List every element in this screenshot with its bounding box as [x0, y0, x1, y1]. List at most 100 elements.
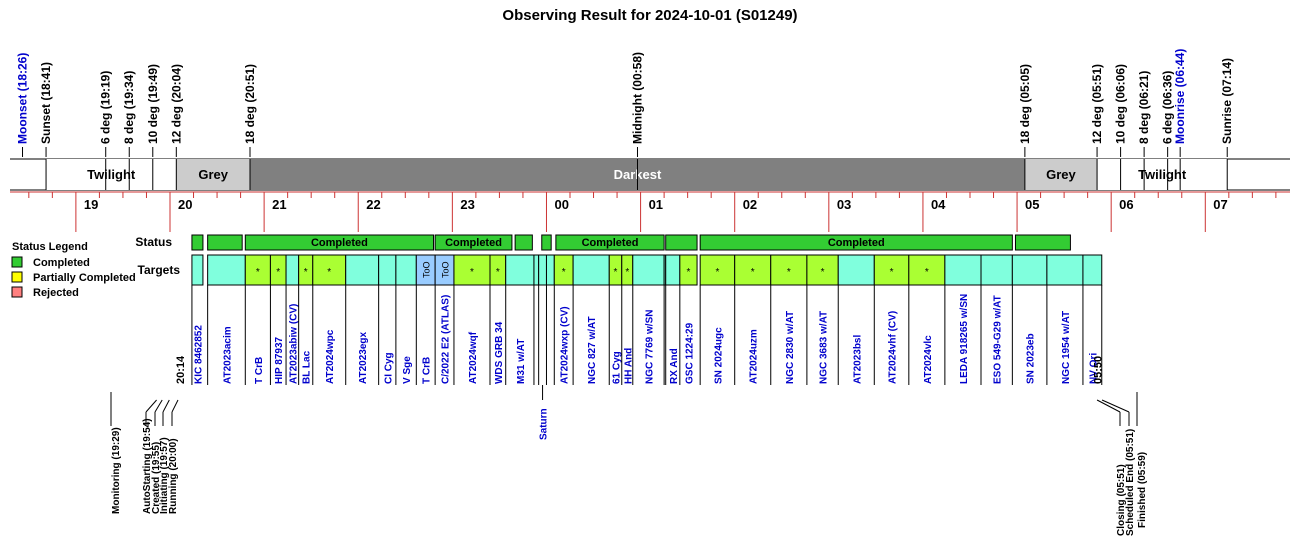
- status-bar: [541, 234, 552, 251]
- target-mark: *: [821, 267, 825, 278]
- milestone-label: Initiating (19:57): [159, 437, 170, 514]
- target-block: [191, 254, 204, 286]
- event-label: Midnight (00:58): [630, 52, 644, 144]
- hour-axis: 19 20 21 22 23 00 01 02 03 04 05 06 07: [10, 191, 1290, 232]
- target-mark: *: [327, 267, 331, 278]
- target-mark: *: [787, 267, 791, 278]
- target-name: C/2022 E2 (ATLAS): [441, 295, 452, 384]
- hour-tick-label: 21: [272, 197, 286, 212]
- target-name: V Sge: [402, 356, 413, 384]
- target-mark: *: [890, 267, 894, 278]
- target-name: BL Lac: [302, 350, 313, 384]
- target-mark: *: [614, 267, 618, 278]
- status-bar-label: Completed: [828, 237, 885, 249]
- sky-band: [1097, 159, 1228, 190]
- target-name: NGC 3683 w/AT: [819, 311, 830, 384]
- target-mark: *: [925, 267, 929, 278]
- sky-brightness-bands: Twilight Grey Darkest Grey Twilight: [10, 158, 1290, 191]
- sky-band: [176, 159, 250, 190]
- target-name: CI Cyg: [383, 352, 394, 384]
- status-row: Completed Completed Completed Completed: [191, 234, 1071, 251]
- legend-item-label: Partially Completed: [33, 272, 136, 284]
- milestone-leader: [154, 399, 163, 413]
- sky-band-label: Grey: [1046, 167, 1076, 182]
- legend-item-label: Completed: [33, 257, 90, 269]
- target-name: T CrB: [254, 357, 265, 384]
- target-name: NV Ori: [1088, 353, 1099, 384]
- status-bar: [207, 234, 243, 251]
- sky-band-label: Twilight: [1138, 167, 1187, 182]
- target-mark: *: [625, 267, 629, 278]
- time-marks: 20:14 05:50: [175, 355, 1105, 384]
- event-label: 12 deg (05:51): [1090, 64, 1104, 144]
- target-mark: *: [715, 267, 719, 278]
- event-label: 6 deg (19:19): [99, 71, 113, 144]
- hour-tick-label: 05: [1025, 197, 1039, 212]
- event-label: 10 deg (06:06): [1114, 64, 1128, 144]
- target-mark: *: [276, 267, 280, 278]
- target-name: GSC 1224:29: [684, 322, 695, 384]
- sky-band: [1024, 159, 1098, 190]
- sky-band-label: Twilight: [87, 167, 136, 182]
- target-name: NGC 827 w/AT: [587, 316, 598, 384]
- target-block: [572, 254, 610, 286]
- milestone-label: Closing (05:51): [1116, 464, 1127, 536]
- target-block: [632, 254, 665, 286]
- event-label: Moonrise (06:44): [1173, 49, 1187, 144]
- target-name: LEDA 918265 w/SN: [959, 294, 970, 384]
- time-mark-label: 05:50: [1092, 356, 1104, 384]
- target-mark: *: [751, 267, 755, 278]
- target-name: AT2023abiw (CV): [288, 304, 299, 384]
- target-block: [665, 254, 681, 286]
- target-block: [1082, 254, 1103, 286]
- target-name: WDS GRB 34: [494, 321, 505, 384]
- milestone-leader: [1096, 399, 1121, 413]
- milestone-leader: [1101, 399, 1130, 413]
- target-block: [908, 254, 946, 286]
- target-block: [980, 254, 1013, 286]
- target-block: [770, 254, 808, 286]
- hour-tick-label: 22: [366, 197, 380, 212]
- target-block: [873, 254, 910, 286]
- event-label: 10 deg (19:49): [146, 64, 160, 144]
- target-name: AT2024vhf (CV): [888, 311, 899, 384]
- milestone-label: Created (19:55): [151, 442, 162, 514]
- target-name: T CrB: [422, 357, 433, 384]
- target-block: [378, 254, 397, 286]
- target-block: [679, 254, 698, 286]
- hour-tick-label: 06: [1119, 197, 1133, 212]
- legend-title: Status Legend: [12, 241, 88, 253]
- target-block: [1046, 254, 1084, 286]
- hour-tick-label: 19: [84, 197, 98, 212]
- status-bar: [1014, 234, 1071, 251]
- status-row-label: Status: [135, 235, 172, 249]
- status-bar: [191, 234, 204, 251]
- target-mark: *: [304, 267, 308, 278]
- target-name: AT2024wqf: [468, 331, 479, 384]
- target-name: HIP 87937: [274, 336, 285, 384]
- target-name: AT2023egx: [358, 331, 369, 384]
- targets-row-label: Targets: [138, 263, 181, 277]
- legend-swatch: [11, 256, 23, 268]
- event-label: 8 deg (06:21): [1137, 71, 1151, 144]
- milestone-label: Scheduled End (05:51): [1125, 429, 1136, 536]
- target-name: HH And: [623, 348, 634, 384]
- status-bar-label: Completed: [311, 237, 368, 249]
- target-name: M31 w/AT: [516, 339, 527, 384]
- target-name: NGC 2830 w/AT: [785, 311, 796, 384]
- target-name: AT2023bsl: [852, 334, 863, 384]
- chart-title: Observing Result for 2024-10-01 (S01249): [502, 7, 797, 24]
- target-mark: *: [256, 267, 260, 278]
- target-name: NGC 7769 w/SN: [644, 310, 655, 384]
- target-name: AT2024wxp (CV): [560, 306, 571, 384]
- target-block: [734, 254, 772, 286]
- milestone-leader: [162, 399, 170, 413]
- target-block: [244, 254, 271, 286]
- milestone-label: Monitoring (19:29): [111, 427, 122, 514]
- milestone-leader: [145, 399, 157, 413]
- target-block: [285, 254, 300, 286]
- milestone-label: AutoStarting (19:54): [142, 418, 153, 514]
- status-bar: [434, 234, 513, 251]
- legend-item-label: Rejected: [33, 287, 79, 299]
- status-bar: [514, 234, 533, 251]
